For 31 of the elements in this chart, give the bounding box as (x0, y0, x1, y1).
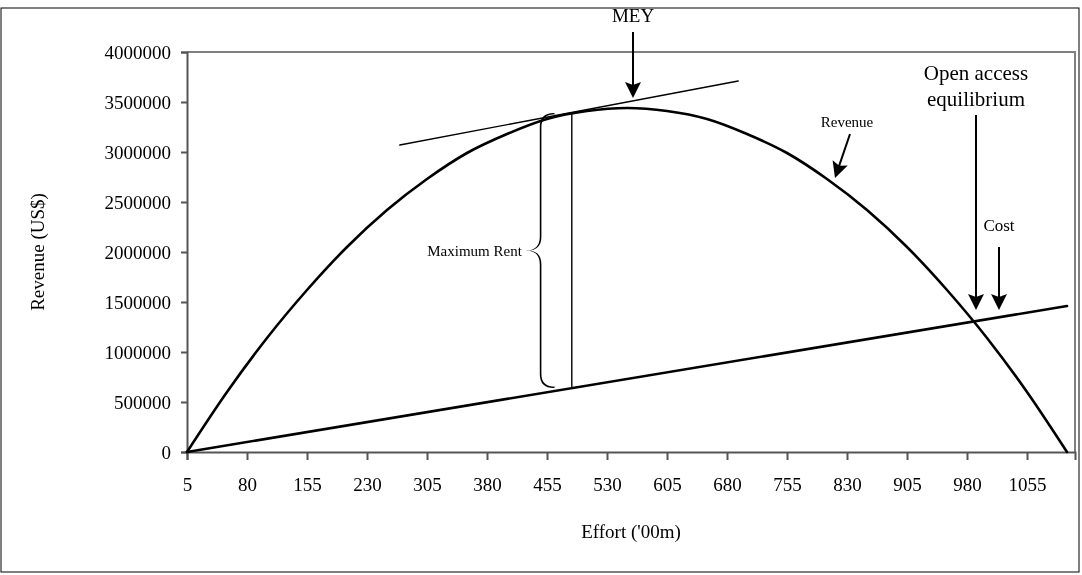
x-tick-label: 230 (353, 474, 382, 496)
y-axis-title: Revenue (US$) (27, 193, 49, 311)
y-tick-label: 1500000 (104, 291, 171, 313)
annotation: Maximum Rent (427, 242, 523, 259)
y-tick-label: 2500000 (104, 191, 171, 213)
y-tick-label: 4000000 (104, 41, 171, 63)
annotation: Open access equilibrium (923, 61, 1029, 112)
x-tick-label: 455 (533, 474, 562, 496)
text: MEY (611, 5, 655, 26)
x-tick-label: 80 (238, 474, 257, 496)
x-tick-label: 1055 (1008, 474, 1047, 496)
x-tick-label: 530 (593, 474, 622, 496)
x-tick-label: 980 (953, 474, 982, 496)
y-tick-label: 3000000 (104, 141, 171, 163)
y-tick-label: 3500000 (104, 91, 171, 113)
x-tick-label: 155 (293, 474, 322, 496)
x-tick-label: 830 (833, 474, 862, 496)
y-tick-label: 2000000 (104, 241, 171, 263)
x-tick-label: 5 (182, 474, 193, 496)
x-tick-label: 305 (413, 474, 442, 496)
x-tick-label: 605 (653, 474, 682, 496)
x-tick-label: 380 (473, 474, 502, 496)
x-tick-label: 755 (773, 474, 802, 496)
y-tick-label: 0 (161, 441, 171, 463)
annotation: Cost (983, 216, 1015, 235)
y-tick-label: 500000 (114, 391, 171, 413)
x-axis-title: Effort ('00m) (581, 521, 681, 543)
x-tick-label: 905 (893, 474, 922, 496)
y-tick-label: 1000000 (104, 341, 171, 363)
x-tick-label: 680 (713, 474, 742, 496)
annotation: Revenue (820, 114, 874, 130)
